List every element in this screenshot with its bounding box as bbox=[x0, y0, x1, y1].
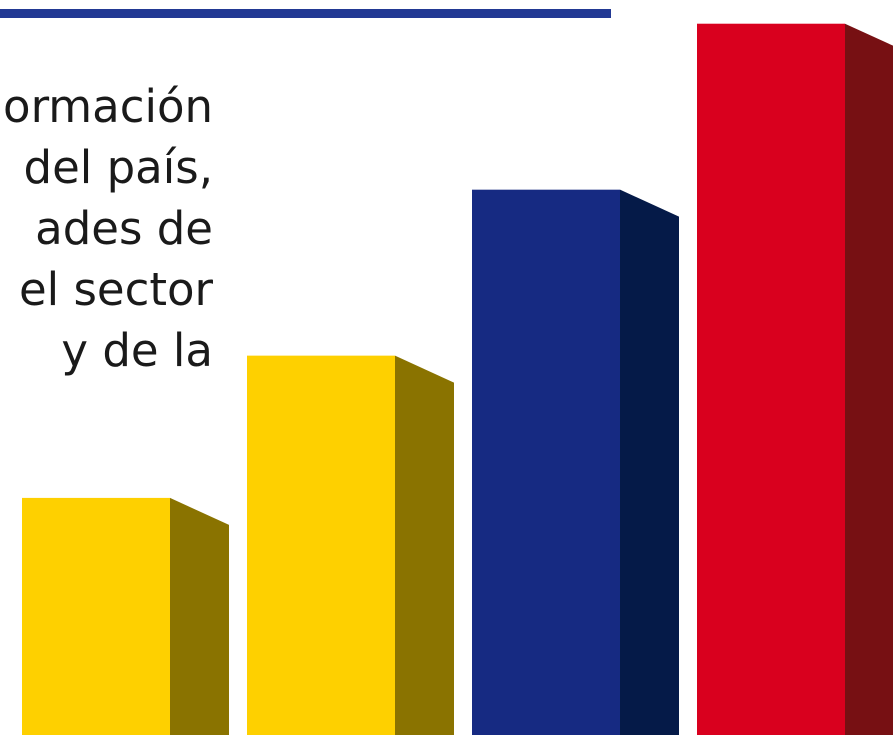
chart-bar-front bbox=[22, 497, 170, 735]
body-text-block: ormación del país, ades de el sector y d… bbox=[0, 76, 213, 456]
chart-bar-front bbox=[697, 23, 845, 735]
chart-bar-side bbox=[170, 497, 229, 735]
chart-bar bbox=[697, 23, 893, 735]
text-line: y de la bbox=[61, 324, 213, 377]
chart-bar-front bbox=[247, 355, 395, 735]
chart-bar-side bbox=[620, 189, 679, 735]
chart-bar-front bbox=[472, 189, 620, 735]
text-line: ormación bbox=[3, 80, 213, 133]
header-divider-line bbox=[0, 9, 611, 18]
chart-bar bbox=[22, 497, 229, 735]
chart-bar bbox=[472, 189, 679, 735]
text-line: ades de bbox=[35, 202, 213, 255]
chart-bar-side bbox=[395, 355, 454, 735]
text-line: del país, bbox=[23, 141, 213, 194]
chart-bar bbox=[247, 355, 454, 735]
chart-bar-side bbox=[845, 23, 893, 735]
text-line: el sector bbox=[18, 263, 213, 316]
